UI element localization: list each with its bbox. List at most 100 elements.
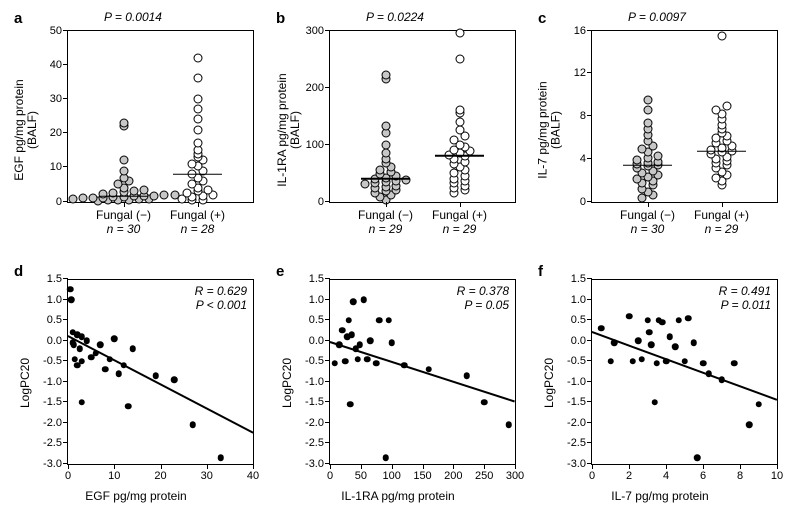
data-point <box>382 455 389 462</box>
ytick-label: -2.0 <box>305 417 330 429</box>
regression-line <box>330 341 515 402</box>
panel-e: e LogPC20 IL-1RA pg/mg protein R = 0.378… <box>274 261 526 506</box>
data-marker <box>139 185 148 194</box>
data-marker <box>450 135 459 144</box>
plot-area-b: 0100200300Fungal (−)n = 29Fungal (+)n = … <box>329 30 516 203</box>
data-marker <box>455 28 464 37</box>
ytick-label: 0.0 <box>309 335 330 347</box>
panel-d: d LogPC20 EGF pg/mg protein R = 0.629 P … <box>12 261 264 506</box>
ytick-label: 0 <box>56 196 68 208</box>
data-point <box>385 317 392 324</box>
data-point <box>629 358 636 365</box>
data-point <box>342 358 349 365</box>
figure-grid: a P = 0.0014 EGF pg/mg protein(BALF) 010… <box>0 0 800 515</box>
ytick-label: 300 <box>306 25 330 37</box>
ytick-label: 1.0 <box>309 294 330 306</box>
x-axis-label: IL-1RA pg/mg protein <box>274 489 522 503</box>
data-marker <box>381 70 390 79</box>
panel-label: e <box>276 263 284 280</box>
data-marker <box>193 74 202 83</box>
data-point <box>626 313 633 320</box>
ytick-label: 12 <box>574 67 592 79</box>
data-marker <box>638 145 647 154</box>
regression-line <box>68 335 254 433</box>
ytick-label: 100 <box>306 139 330 151</box>
data-marker <box>203 185 212 194</box>
data-point <box>345 317 352 324</box>
data-marker <box>361 180 370 189</box>
data-marker <box>643 119 652 128</box>
data-marker <box>717 31 726 40</box>
panel-b: b P = 0.0224 IL-1RA pg/mg protein(BALF) … <box>274 8 526 253</box>
median-line <box>697 151 745 153</box>
panel-f: f LogPC20 IL-7 pg/mg protein R = 0.491 P… <box>536 261 788 506</box>
y-axis-label: LogPC20 <box>280 358 294 408</box>
data-point <box>676 317 683 324</box>
data-point <box>388 339 395 346</box>
data-point <box>373 360 380 367</box>
data-point <box>79 358 86 365</box>
data-marker <box>99 189 108 198</box>
p-value: P = 0.0014 <box>12 10 254 24</box>
data-point <box>97 342 104 349</box>
ytick-label: 50 <box>50 25 68 37</box>
ytick-label: 0.5 <box>309 314 330 326</box>
plot-area-d: R = 0.629 P < 0.001 -3.0-2.5-2.0-1.5-1.0… <box>67 279 254 466</box>
panel-label: d <box>14 263 23 280</box>
data-point <box>116 370 123 377</box>
ytick-label: 1.0 <box>47 294 68 306</box>
data-point <box>68 296 75 303</box>
data-point <box>190 422 197 429</box>
ytick-label: 1.5 <box>47 273 68 285</box>
data-point <box>332 360 339 367</box>
ytick-label: 40 <box>50 59 68 71</box>
data-point <box>355 356 362 363</box>
ytick-label: -0.5 <box>43 355 68 367</box>
data-marker <box>381 122 390 131</box>
data-marker <box>119 166 128 175</box>
ytick-label: 0.5 <box>47 314 68 326</box>
data-point <box>464 372 471 379</box>
stats-box: R = 0.491 P = 0.011 <box>719 284 771 313</box>
data-point <box>700 360 707 367</box>
ytick-label: 30 <box>50 93 68 105</box>
data-marker <box>78 194 87 203</box>
data-marker <box>183 188 192 197</box>
data-point <box>481 399 488 406</box>
data-marker <box>722 102 731 111</box>
data-point <box>171 376 178 383</box>
median-line <box>361 178 409 180</box>
data-marker <box>193 53 202 62</box>
ytick-label: 20 <box>50 127 68 139</box>
data-point <box>153 372 160 379</box>
median-line <box>173 173 221 175</box>
data-point <box>659 319 666 326</box>
data-marker <box>150 191 159 200</box>
ytick-label: -1.0 <box>305 376 330 388</box>
ytick-label: 8 <box>580 110 592 122</box>
x-category-label: Fungal (−)n = 30 <box>620 202 675 237</box>
median-line <box>623 164 671 166</box>
data-point <box>666 333 673 340</box>
data-point <box>348 331 355 338</box>
data-marker <box>160 191 169 200</box>
median-line <box>435 155 483 157</box>
ytick-label: -2.0 <box>567 417 592 429</box>
x-category-label: Fungal (−)n = 29 <box>358 202 413 237</box>
data-point <box>607 358 614 365</box>
data-marker <box>455 126 464 135</box>
data-point <box>648 342 655 349</box>
ytick-label: 0.5 <box>571 314 592 326</box>
ytick-label: -1.5 <box>43 396 68 408</box>
data-marker <box>455 55 464 64</box>
plot-area-e: R = 0.378 P = 0.05 -3.0-2.5-2.0-1.5-1.0-… <box>329 279 516 466</box>
ytick-label: -2.5 <box>567 437 592 449</box>
ytick-label: -1.0 <box>43 376 68 388</box>
ytick-label: 1.5 <box>309 273 330 285</box>
data-marker <box>401 175 410 184</box>
data-marker <box>653 151 662 160</box>
data-point <box>685 315 692 322</box>
data-point <box>652 399 659 406</box>
data-point <box>76 346 83 353</box>
data-marker <box>643 105 652 114</box>
